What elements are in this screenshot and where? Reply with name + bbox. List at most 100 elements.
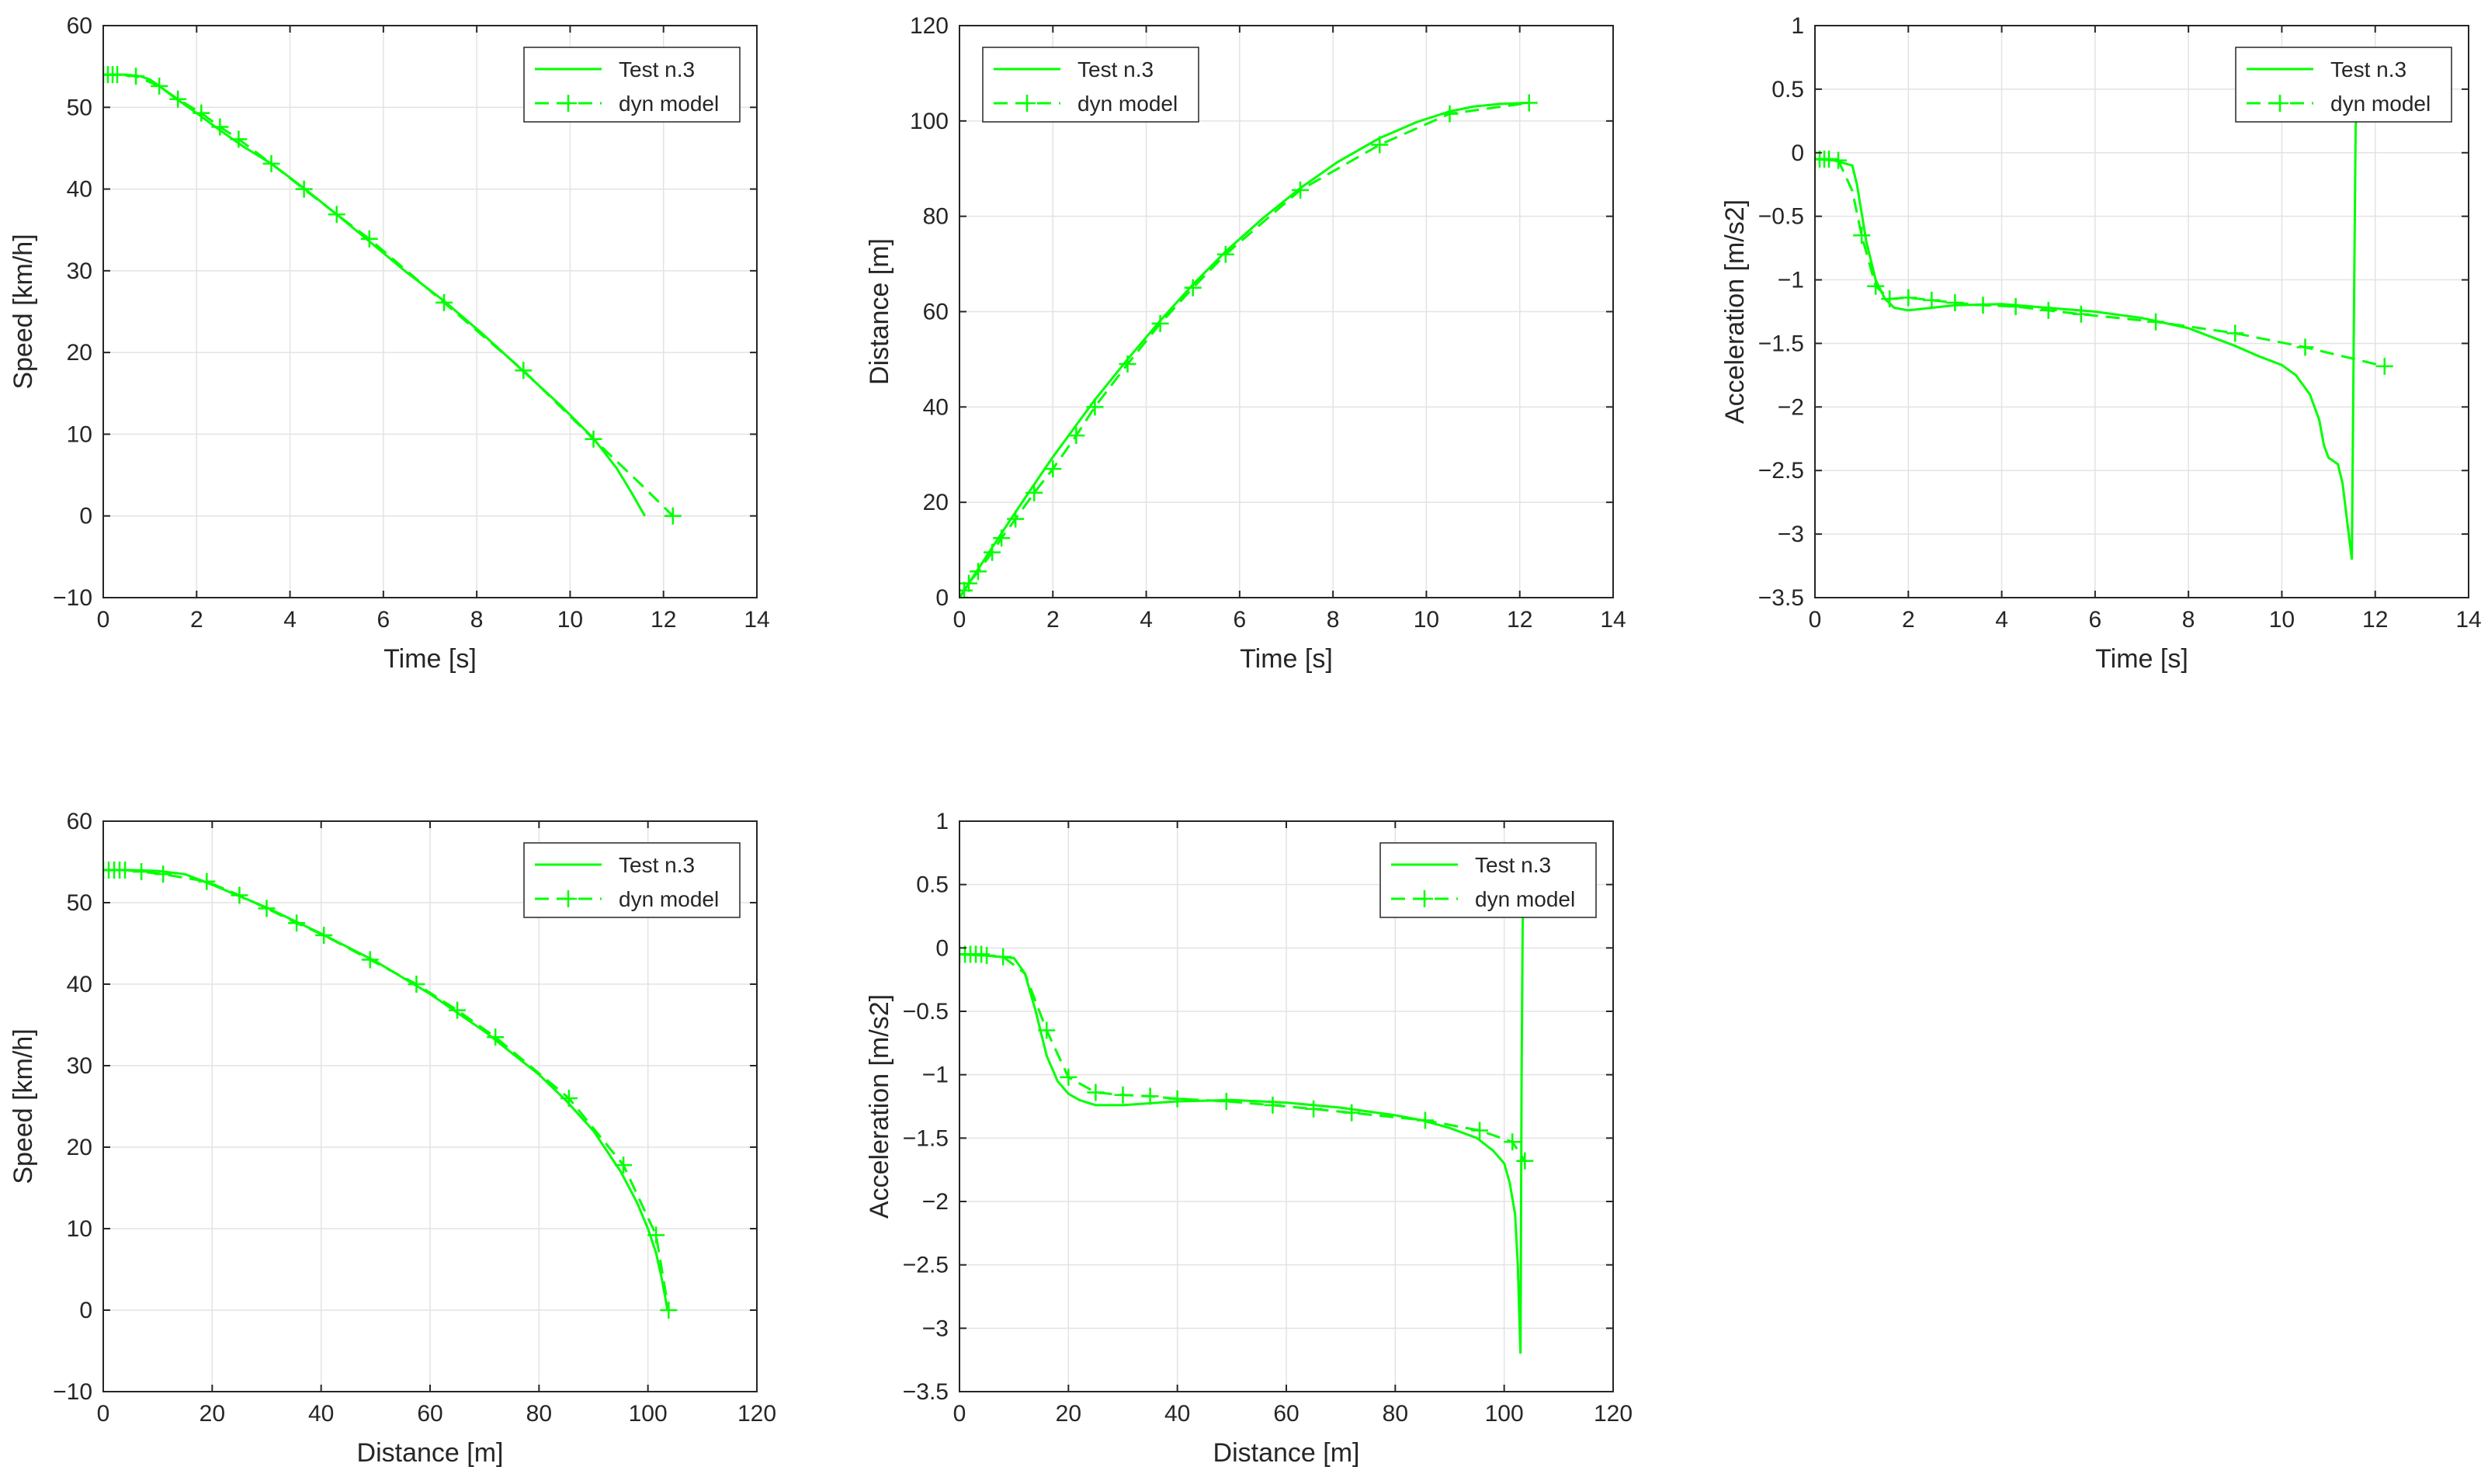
legend-box <box>523 842 741 918</box>
x-tick-label: 12 <box>1507 607 1532 633</box>
legend-label: dyn model <box>1475 887 1575 911</box>
legend-marker <box>1416 890 1433 907</box>
data-point-marker <box>262 154 280 172</box>
x-tick-label: 120 <box>1594 1401 1633 1427</box>
chart-speed-vs-distance: 0 20 40 60 80 100 120−100102030405060Distance … <box>9 809 776 1468</box>
data-point-marker <box>959 581 973 598</box>
y-tick-label: 1 <box>1791 13 1804 39</box>
legend-box <box>1379 842 1597 918</box>
data-point-marker <box>647 1226 665 1244</box>
data-point-marker <box>1853 227 1871 244</box>
y-tick-label: −3 <box>922 1316 949 1341</box>
y-tick-label: 10 <box>67 1216 92 1242</box>
data-point-marker <box>1264 1096 1282 1114</box>
data-point-marker <box>978 947 996 965</box>
series-dyn-model <box>103 66 682 525</box>
data-point-marker <box>1881 290 1899 308</box>
legend-marker <box>2271 95 2288 112</box>
y-axis-label: Speed [km/h] <box>9 234 38 389</box>
data-point-marker <box>1416 1111 1434 1129</box>
legend: Test n.3 dyn model <box>523 842 741 918</box>
y-tick-label: −1.5 <box>1758 331 1804 356</box>
y-tick-label: −3.5 <box>903 1379 949 1405</box>
x-axis-label: Time [s] <box>383 644 477 674</box>
x-tick-label: 100 <box>1485 1401 1524 1427</box>
y-tick-label: −1 <box>1778 268 1804 293</box>
data-point-marker <box>361 951 379 969</box>
legend-marker <box>560 95 577 112</box>
data-point-marker <box>1974 296 1992 314</box>
y-tick-label: 40 <box>67 177 92 203</box>
data-point-marker <box>2039 301 2057 319</box>
y-tick-label: −0.5 <box>1758 204 1804 230</box>
data-point-marker <box>1184 279 1202 296</box>
y-tick-label: 0 <box>1791 140 1804 166</box>
y-tick-label: 100 <box>910 109 949 134</box>
data-point-marker <box>1820 150 1838 168</box>
x-tick-label: 14 <box>2455 607 2481 633</box>
x-tick-label: 0 <box>1809 607 1822 633</box>
data-point-marker <box>154 865 172 883</box>
data-point-marker <box>1371 136 1389 154</box>
data-point-marker <box>1516 1152 1534 1170</box>
data-point-marker <box>1217 1092 1235 1110</box>
x-tick-label: 4 <box>1995 607 2008 633</box>
data-point-marker <box>1830 151 1848 169</box>
legend-label: Test n.3 <box>1475 853 1551 877</box>
data-point-marker <box>1044 460 1062 478</box>
data-point-marker <box>1141 1087 1159 1105</box>
x-tick-label: 80 <box>1383 1401 1408 1427</box>
axes-box <box>102 25 758 598</box>
y-tick-label: 0 <box>935 585 949 611</box>
chart-distance-vs-time: 0 2 4 6 8 10 12 14 0 20 40 60 80 100 120 Time [s] Distan… <box>865 13 1626 674</box>
x-tick-label: 0 <box>953 1401 966 1427</box>
x-tick-label: 8 <box>470 607 484 633</box>
grid <box>1815 26 2469 598</box>
y-axis-label: Speed [km/h] <box>9 1028 38 1184</box>
data-point-marker <box>109 66 127 84</box>
y-tick-label: 30 <box>67 258 92 284</box>
y-tick-label: −10 <box>53 585 92 611</box>
data-point-marker <box>1114 1086 1132 1104</box>
x-tick-label: 60 <box>417 1401 442 1427</box>
x-tick-label: 20 <box>1056 1401 1081 1427</box>
data-point-marker <box>1900 289 1917 307</box>
y-tick-label: −3.5 <box>1758 585 1804 611</box>
data-point-marker <box>408 976 425 993</box>
data-point-marker <box>1007 510 1025 528</box>
x-tick-label: 120 <box>737 1401 776 1427</box>
x-tick-label: 80 <box>526 1401 552 1427</box>
x-tick-label: 60 <box>1273 1401 1299 1427</box>
data-point-marker <box>1471 1122 1489 1139</box>
data-point-marker <box>1060 1068 1077 1086</box>
data-point-marker <box>2072 305 2090 323</box>
data-point-marker <box>1946 294 1964 312</box>
data-point-marker <box>193 104 210 122</box>
data-point-marker <box>993 529 1011 547</box>
data-point-marker <box>1067 427 1085 445</box>
data-point-marker <box>1038 1021 1056 1039</box>
legend-label: Test n.3 <box>619 853 695 877</box>
y-tick-label: 0 <box>935 935 949 961</box>
x-tick-label: 12 <box>2362 607 2388 633</box>
y-tick-label: −0.5 <box>903 999 949 1025</box>
legend-label: Test n.3 <box>619 57 695 81</box>
x-tick-label: 10 <box>557 607 583 633</box>
y-tick-label: 60 <box>67 809 92 834</box>
data-point-marker <box>585 430 602 448</box>
data-point-marker <box>1504 1133 1522 1151</box>
x-tick-label: 4 <box>1140 607 1153 633</box>
x-tick-label: 0 <box>97 1401 110 1427</box>
x-tick-label: 8 <box>2182 607 2195 633</box>
data-point-marker <box>1343 1104 1361 1122</box>
x-tick-label: 2 <box>1046 607 1060 633</box>
y-tick-label: 50 <box>67 95 92 120</box>
y-tick-label: 20 <box>67 1135 92 1160</box>
x-tick-label: 100 <box>629 1401 668 1427</box>
data-point-marker <box>1867 277 1885 295</box>
y-tick-label: 0.5 <box>1771 77 1804 102</box>
data-point-marker <box>994 948 1012 966</box>
x-tick-label: 6 <box>1234 607 1247 633</box>
x-tick-label: 0 <box>97 607 110 633</box>
